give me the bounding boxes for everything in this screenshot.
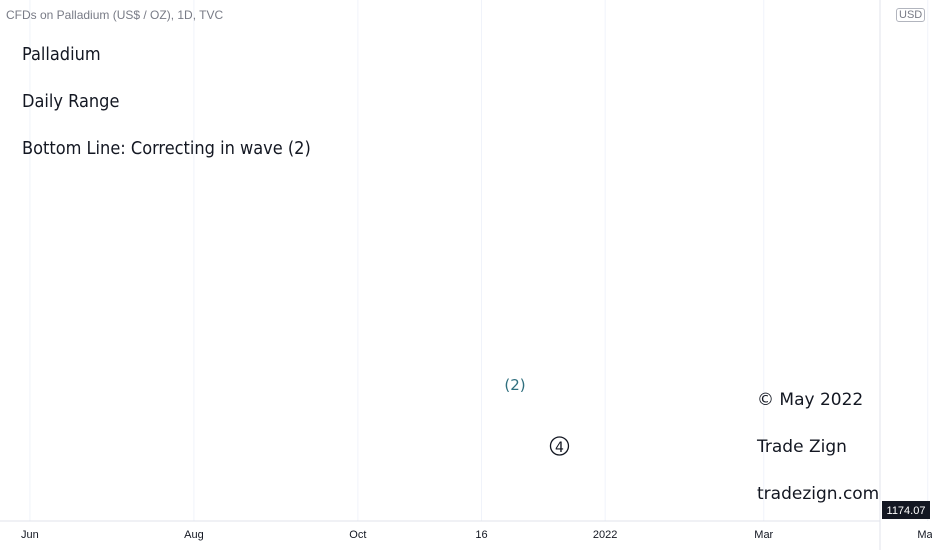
note-title: Palladium	[22, 44, 101, 65]
time-tick-label: Jun	[21, 529, 39, 541]
bottom-value-text: 1174.07	[887, 505, 926, 517]
brand-name: Trade Zign	[757, 437, 847, 457]
bottom-value-badge	[882, 501, 930, 519]
time-tick-label: 2022	[593, 529, 617, 541]
time-tick-label: 16	[475, 529, 487, 541]
wave-4-label: 4	[555, 440, 564, 456]
brand-site: tradezign.com	[757, 484, 880, 504]
gridlines	[29, 0, 929, 521]
currency-badge[interactable]: USD	[896, 8, 926, 22]
time-tick-label: Oct	[349, 529, 366, 541]
time-tick-label: May	[917, 529, 932, 541]
price-badges: 1543.002046.001174.07	[882, 501, 930, 519]
time-tick-label: Mar	[754, 529, 773, 541]
wave-4-circle	[549, 436, 570, 456]
wave-2-label: (2)	[504, 376, 525, 394]
time-axis: JunAugOct162022MarMayJulSepNov2023	[21, 529, 932, 541]
note-bottom-line: Bottom Line: Correcting in wave (2)	[22, 138, 311, 159]
symbol-header: CFDs on Palladium (US$ / OZ), 1D, TVC	[6, 8, 224, 22]
time-tick-label: Aug	[184, 529, 204, 541]
overlays: 0.786(1831.01)(1)(2)4	[504, 376, 570, 456]
note-range: Daily Range	[22, 91, 120, 112]
copyright-text: © May 2022	[757, 390, 864, 410]
